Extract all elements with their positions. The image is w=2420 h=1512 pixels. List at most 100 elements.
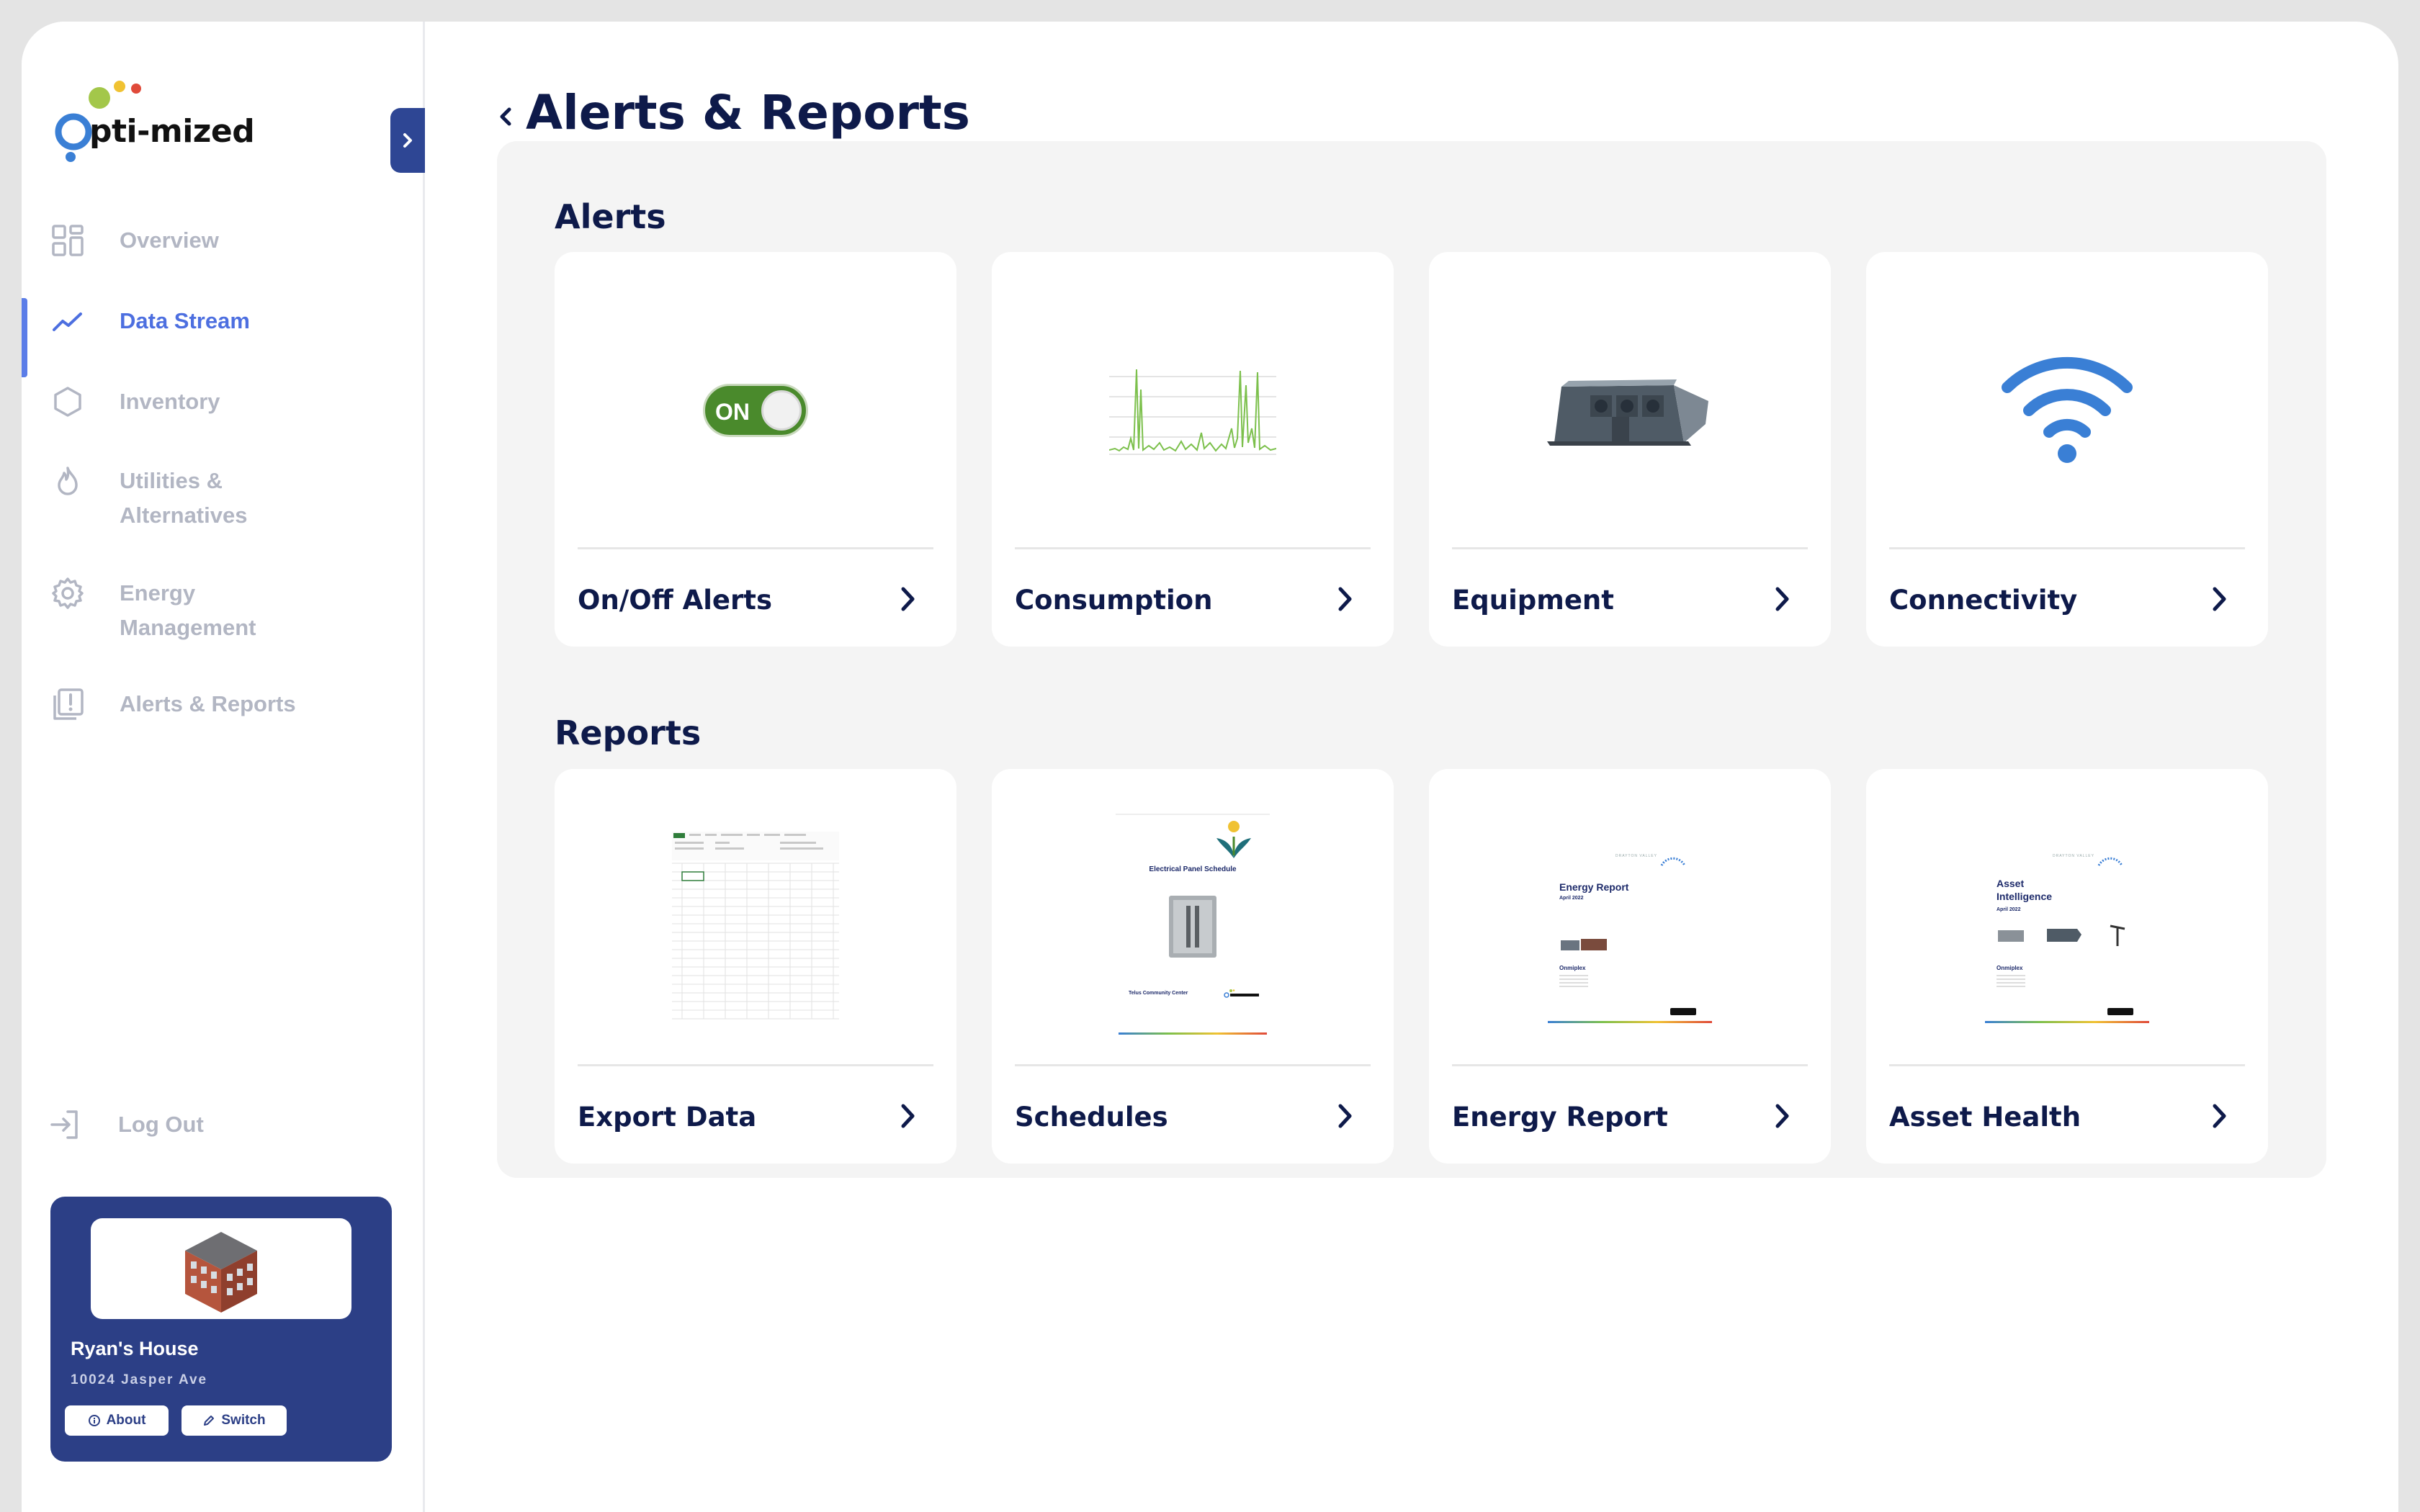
asset-health-doc-preview: DRAYTON VALLEY Asset Intelligence April …: [1889, 791, 2245, 1064]
asset-doc-client: Onmiplex: [1996, 965, 2023, 971]
spreadsheet-thumbnail: [672, 832, 839, 1020]
chevron-right-icon: [2213, 1104, 2226, 1128]
logout-button[interactable]: Log Out: [48, 1107, 204, 1142]
asset-doc-date: April 2022: [1996, 907, 2021, 912]
chevron-right-icon: [901, 1104, 915, 1128]
nav-label: Data Stream: [120, 308, 250, 333]
chevron-right-icon: [403, 133, 412, 148]
info-icon: [88, 1415, 100, 1426]
trend-line-icon: [53, 312, 82, 331]
toggle-text: ON: [715, 399, 750, 425]
grid-icon: [52, 225, 84, 256]
asset-doc-heading: Asset Intelligence: [1996, 878, 2053, 902]
flame-icon: [58, 467, 78, 495]
toggle-knob: [761, 390, 802, 431]
card-label: Asset Health: [1889, 1102, 2081, 1133]
sidebar: pti-mized Overview Data: [22, 22, 425, 1512]
logout-icon: [50, 1110, 78, 1139]
logo-dots-icon: [55, 81, 141, 162]
alert-stack-icon: [53, 688, 84, 720]
card-connectivity[interactable]: Connectivity: [1866, 252, 2268, 647]
equipment-preview: [1452, 274, 1808, 547]
nav-item-overview[interactable]: Overview: [22, 223, 219, 258]
gear-icon: [52, 577, 84, 609]
spreadsheet-preview: [578, 791, 933, 1064]
nav-label: Alerts & Reports: [120, 691, 296, 716]
about-label: About: [106, 1413, 146, 1428]
content-panel: Alerts ON On/Off Alerts: [497, 141, 2326, 1178]
chevron-right-icon: [1338, 587, 1352, 611]
nav-label: Overview: [120, 228, 219, 253]
schedule-doc-preview: Electrical Panel Schedule Telus Communit…: [1015, 791, 1371, 1064]
toggle-switch: ON: [703, 384, 808, 437]
logout-label: Log Out: [118, 1112, 204, 1137]
toggle-preview: ON: [578, 274, 933, 547]
card-label: Equipment: [1452, 585, 1614, 616]
card-label: Energy Report: [1452, 1102, 1668, 1133]
hexagon-icon: [54, 387, 81, 417]
card-divider: [1015, 547, 1371, 549]
building-icon: [185, 1232, 257, 1313]
mini-brand-logo: [1224, 989, 1263, 1005]
property-card: Ryan's House 10024 Jasper Ave About Swit…: [50, 1197, 392, 1462]
consumption-chart-preview: [1015, 274, 1371, 547]
card-label: Schedules: [1015, 1102, 1168, 1133]
card-divider: [1452, 547, 1808, 549]
nav-item-energy-management[interactable]: Energy Management: [22, 576, 256, 645]
card-schedules[interactable]: Electrical Panel Schedule Telus Communit…: [992, 769, 1394, 1164]
nav-item-alerts-reports[interactable]: Alerts & Reports: [22, 687, 296, 721]
sunburst-logo-icon: [2097, 857, 2123, 866]
leaf-logo-icon: [1216, 821, 1251, 858]
property-name: Ryan's House: [71, 1338, 199, 1359]
pencil-icon: [204, 1416, 215, 1426]
sunburst-logo-icon: [1660, 857, 1686, 866]
energy-doc-heading: Energy Report: [1559, 881, 1629, 893]
card-consumption[interactable]: Consumption: [992, 252, 1394, 647]
brand-logo[interactable]: pti-mized: [48, 54, 264, 176]
reports-section-title: Reports: [555, 714, 702, 752]
schedule-document: Electrical Panel Schedule Telus Communit…: [1116, 811, 1270, 1044]
property-address: 10024 Jasper Ave: [71, 1372, 208, 1387]
switch-button[interactable]: Switch: [182, 1405, 287, 1436]
sidebar-toggle-button[interactable]: [390, 108, 425, 173]
card-asset-health[interactable]: DRAYTON VALLEY Asset Intelligence April …: [1866, 769, 2268, 1164]
card-label: On/Off Alerts: [578, 585, 772, 616]
card-label: Connectivity: [1889, 585, 2078, 616]
equipment-strip-icon: [1561, 939, 1607, 950]
schedule-doc-footer: Telus Community Center: [1129, 991, 1188, 996]
card-label: Consumption: [1015, 585, 1213, 616]
nav-label: Utilities & Alternatives: [120, 468, 248, 528]
card-export-data[interactable]: Export Data: [555, 769, 956, 1164]
card-divider: [1015, 1064, 1371, 1066]
schedule-doc-heading: Electrical Panel Schedule: [1149, 865, 1237, 873]
energy-doc-date: April 2022: [1559, 896, 1584, 901]
nav-item-data-stream[interactable]: Data Stream: [22, 298, 250, 377]
card-divider: [578, 1064, 933, 1066]
energy-doc-client: Onmiplex: [1559, 965, 1586, 971]
card-divider: [1452, 1064, 1808, 1066]
back-chevron-icon[interactable]: [494, 101, 516, 132]
nav-item-inventory[interactable]: Inventory: [22, 384, 220, 419]
asset-icons-strip: [1998, 924, 2125, 946]
card-equipment[interactable]: Equipment: [1429, 252, 1831, 647]
chevron-right-icon: [2213, 587, 2226, 611]
nav-item-utilities[interactable]: Utilities & Alternatives: [22, 464, 247, 533]
energy-report-document: DRAYTON VALLEY Energy Report April 2022 …: [1543, 819, 1716, 1035]
card-divider: [578, 547, 933, 549]
electrical-panel-icon: [1169, 896, 1216, 958]
chevron-right-icon: [1338, 1104, 1352, 1128]
asset-doc-brand: DRAYTON VALLEY: [2053, 854, 2094, 858]
chevron-right-icon: [1775, 587, 1789, 611]
card-on-off-alerts[interactable]: ON On/Off Alerts: [555, 252, 956, 647]
energy-doc-brand: DRAYTON VALLEY: [1615, 854, 1657, 858]
consumption-chart-thumbnail: [1109, 369, 1276, 455]
card-divider: [1889, 1064, 2245, 1066]
nav-label: Energy Management: [120, 580, 256, 640]
about-button[interactable]: About: [65, 1405, 169, 1436]
energy-report-doc-preview: DRAYTON VALLEY Energy Report April 2022 …: [1452, 791, 1808, 1064]
nav-label: Inventory: [120, 389, 220, 414]
page-title: Alerts & Reports: [526, 85, 970, 140]
connectivity-preview: [1889, 274, 2245, 547]
property-image: [91, 1218, 351, 1319]
card-energy-report[interactable]: DRAYTON VALLEY Energy Report April 2022 …: [1429, 769, 1831, 1164]
